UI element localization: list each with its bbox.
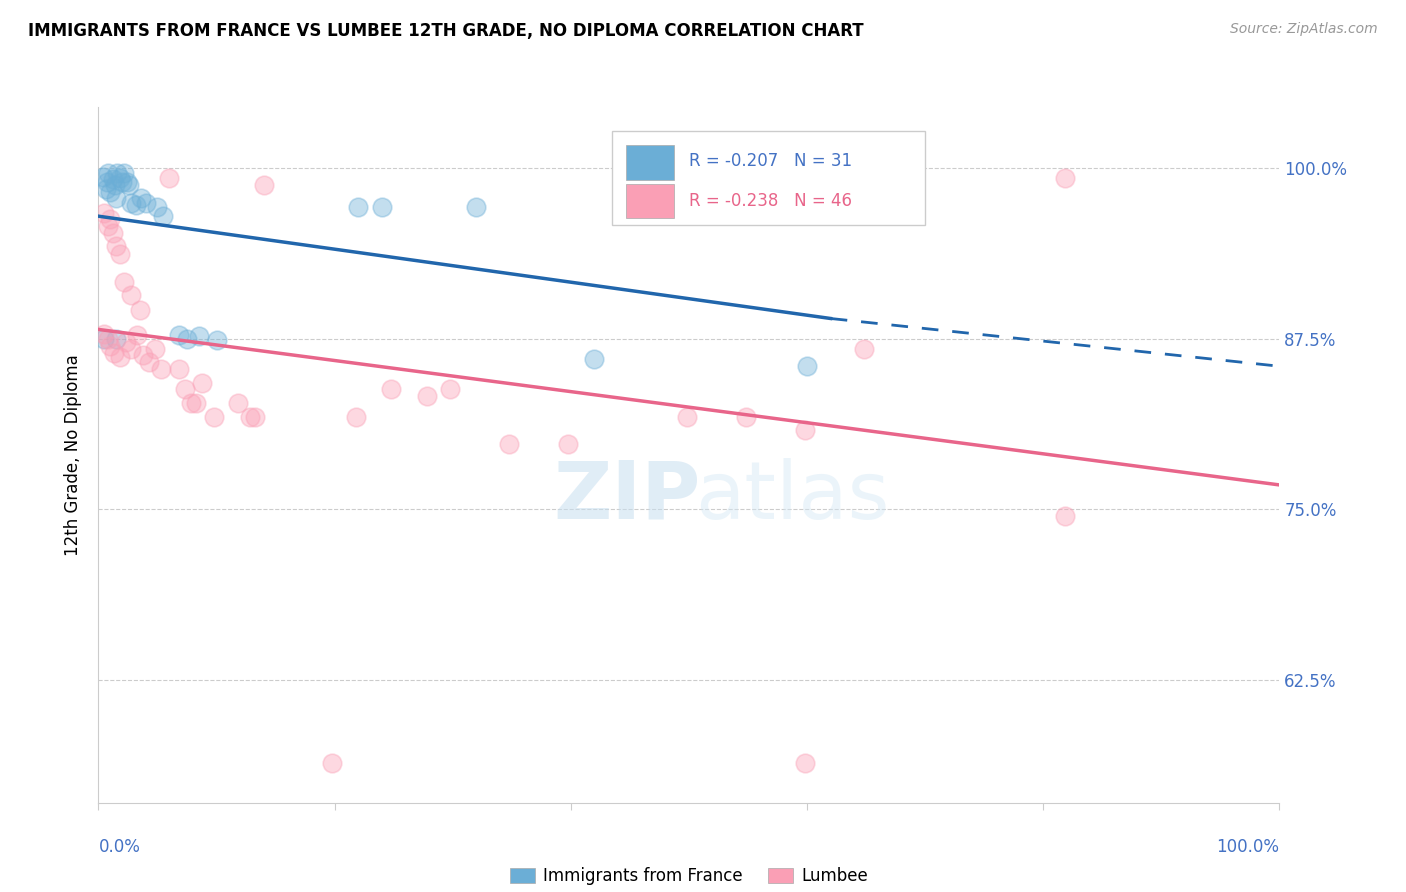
Point [108, 350, 131, 364]
Point [138, 355, 160, 369]
Point [104, 178, 127, 192]
Point [97, 332, 120, 346]
Legend: Immigrants from France, Lumbee: Immigrants from France, Lumbee [510, 867, 868, 885]
Point [94, 182, 117, 196]
Text: 0.0%: 0.0% [98, 838, 141, 856]
Point [793, 423, 815, 437]
Point [105, 239, 128, 253]
Point [114, 334, 136, 349]
Point [121, 288, 143, 302]
Point [91, 169, 114, 184]
Point [98, 185, 121, 199]
Text: atlas: atlas [695, 458, 889, 536]
Text: IMMIGRANTS FROM FRANCE VS LUMBEE 12TH GRADE, NO DIPLOMA CORRELATION CHART: IMMIGRANTS FROM FRANCE VS LUMBEE 12TH GR… [28, 22, 863, 40]
Point [176, 332, 198, 346]
Point [239, 409, 262, 424]
Point [465, 200, 488, 214]
Point [96, 175, 118, 189]
Point [557, 437, 579, 451]
Point [1053, 509, 1076, 524]
Point [1053, 171, 1076, 186]
Point [121, 342, 143, 356]
Point [97, 219, 120, 233]
Point [498, 437, 520, 451]
Point [108, 247, 131, 261]
FancyBboxPatch shape [626, 145, 673, 180]
Point [852, 342, 875, 356]
Text: 100.0%: 100.0% [1216, 838, 1279, 856]
Point [167, 362, 190, 376]
Point [734, 409, 756, 424]
Point [180, 396, 202, 410]
Point [150, 362, 173, 376]
Point [143, 342, 166, 356]
Point [97, 165, 120, 179]
Point [101, 226, 124, 240]
FancyBboxPatch shape [612, 131, 925, 226]
Point [205, 334, 228, 348]
Point [439, 383, 461, 397]
Text: Source: ZipAtlas.com: Source: ZipAtlas.com [1230, 22, 1378, 37]
Point [98, 339, 121, 353]
Point [128, 303, 150, 318]
Y-axis label: 12th Grade, No Diploma: 12th Grade, No Diploma [65, 354, 83, 556]
Text: ZIP: ZIP [553, 458, 700, 536]
Point [173, 383, 195, 397]
Point [127, 327, 149, 342]
Point [186, 396, 208, 410]
Point [191, 376, 214, 390]
Point [793, 756, 815, 771]
Point [796, 359, 818, 374]
Point [675, 409, 697, 424]
Point [105, 165, 128, 179]
Point [101, 172, 124, 186]
Point [321, 756, 343, 771]
Point [112, 165, 135, 179]
Point [103, 345, 125, 359]
Point [380, 383, 402, 397]
Point [129, 191, 152, 205]
Point [93, 326, 115, 341]
Point [347, 200, 370, 214]
Point [115, 175, 138, 189]
Text: R = -0.238   N = 46: R = -0.238 N = 46 [689, 192, 852, 210]
Point [112, 275, 135, 289]
Point [111, 175, 134, 189]
Point [125, 198, 148, 212]
Point [121, 195, 143, 210]
Point [226, 396, 249, 410]
Point [93, 332, 115, 346]
Point [98, 211, 121, 226]
Point [167, 327, 190, 342]
Point [105, 332, 128, 346]
Point [132, 348, 155, 362]
Point [146, 200, 169, 214]
Point [118, 178, 141, 192]
Text: R = -0.207   N = 31: R = -0.207 N = 31 [689, 153, 852, 170]
Point [202, 409, 225, 424]
Point [135, 195, 157, 210]
Point [583, 352, 606, 367]
Point [416, 389, 439, 403]
Point [187, 329, 209, 343]
FancyBboxPatch shape [626, 184, 673, 219]
Point [93, 206, 115, 220]
Point [105, 191, 128, 205]
Point [253, 178, 276, 192]
Point [344, 409, 367, 424]
Point [157, 171, 180, 186]
Point [245, 409, 267, 424]
Point [108, 171, 131, 186]
Point [152, 209, 174, 223]
Point [371, 200, 394, 214]
